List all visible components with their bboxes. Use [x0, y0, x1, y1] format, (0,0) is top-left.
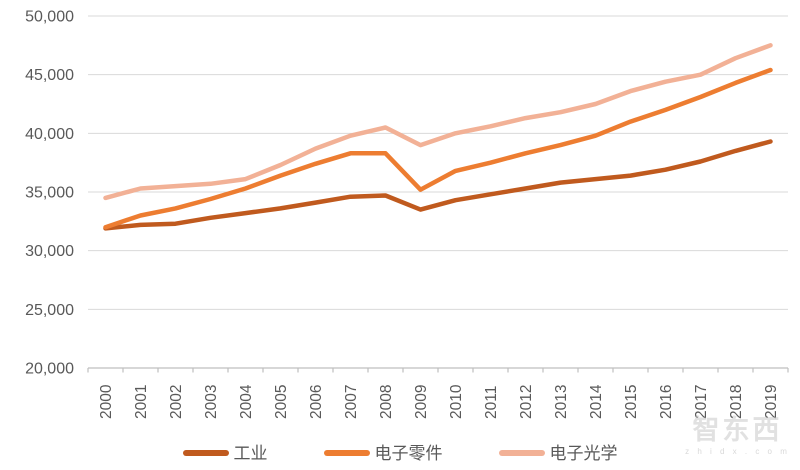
x-axis-tick-label: 2008	[378, 385, 395, 419]
x-axis-tick-label: 2001	[133, 385, 150, 419]
legend-item-electronic-parts: 电子零件	[323, 443, 443, 463]
x-axis-tick-label: 2015	[623, 385, 640, 419]
series-line-3	[103, 43, 773, 201]
y-axis-tick-label: 45,000	[25, 67, 74, 84]
x-axis-tick-label: 2019	[763, 385, 780, 419]
x-axis-tick-label: 2014	[588, 384, 605, 419]
legend-line-swatch-industry	[182, 450, 229, 456]
x-axis-tick-label: 2004	[238, 384, 255, 419]
legend: 工业 电子零件 电子光学	[0, 440, 800, 466]
y-axis-tick-label: 50,000	[25, 9, 74, 26]
x-axis-tick-label: 2007	[343, 385, 360, 419]
x-axis-tick-label: 2005	[273, 385, 290, 419]
legend-label-industry: 工业	[233, 443, 268, 463]
y-axis-tick-label: 30,000	[25, 243, 74, 260]
x-axis-tick-label: 2013	[553, 385, 570, 419]
x-axis-tick-label: 2011	[483, 386, 500, 419]
x-axis-tick-label: 2018	[728, 385, 745, 419]
legend-item-electro-optics: 电子光学	[498, 443, 618, 463]
x-axis-tick-label: 2002	[168, 385, 185, 419]
legend-label-electronic-parts: 电子零件	[374, 443, 443, 463]
series-line-1	[103, 139, 773, 231]
y-axis-tick-label: 25,000	[25, 302, 74, 319]
legend-line-swatch-electro-optics	[498, 450, 545, 456]
x-axis-tick-label: 2016	[658, 385, 675, 419]
x-axis-tick-label: 2006	[308, 385, 325, 419]
x-axis-tick-label: 2003	[203, 385, 220, 419]
x-axis-tick-label: 2012	[518, 385, 535, 419]
legend-label-electro-optics: 电子光学	[549, 443, 618, 463]
x-axis-tick-label: 2017	[693, 385, 710, 419]
plot-area: 20,000 25,000 30,000 35,000 40,000 45,000 50,0…	[25, 9, 789, 419]
y-axis-tick-label: 20,000	[25, 361, 74, 378]
y-axis-tick-label: 40,000	[25, 126, 74, 143]
legend-line-swatch-electronic-parts	[323, 450, 370, 456]
x-axis-tick-label: 2000	[98, 384, 115, 419]
legend-item-industry: 工业	[182, 443, 268, 463]
x-axis-tick-label: 2010	[448, 384, 465, 419]
series-line-2	[103, 67, 773, 230]
y-axis-tick-label: 35,000	[25, 185, 74, 202]
x-axis-tick-label: 2009	[413, 385, 430, 419]
